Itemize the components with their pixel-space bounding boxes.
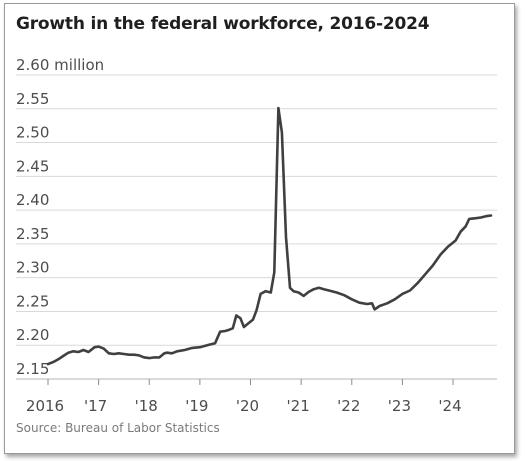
x-tick-label: '24	[438, 397, 461, 415]
x-tick-label: '18	[135, 397, 158, 415]
x-tick-label: '19	[185, 397, 208, 415]
y-tick-label: 2.55	[16, 90, 49, 108]
x-tick-label: '17	[84, 397, 107, 415]
y-tick-label: 2.60 million	[16, 56, 104, 74]
x-tick-label: '23	[388, 397, 411, 415]
y-tick-label: 2.35	[16, 225, 49, 243]
x-tick-label: 2016	[26, 397, 64, 415]
y-tick-label: 2.40	[16, 191, 49, 209]
y-tick-label: 2.30	[16, 259, 49, 277]
x-tick-label: '20	[236, 397, 259, 415]
x-tick-label: '22	[337, 397, 360, 415]
y-tick-label: 2.45	[16, 157, 49, 175]
source-note: Source: Bureau of Labor Statistics	[16, 421, 220, 435]
x-tick-label: '21	[287, 397, 310, 415]
y-tick-label: 2.50	[16, 124, 49, 142]
y-tick-label: 2.20	[16, 326, 49, 344]
y-tick-label: 2.15	[16, 360, 49, 378]
y-tick-label: 2.25	[16, 292, 49, 310]
series-line	[46, 106, 493, 366]
chart-title: Growth in the federal workforce, 2016-20…	[16, 14, 430, 34]
